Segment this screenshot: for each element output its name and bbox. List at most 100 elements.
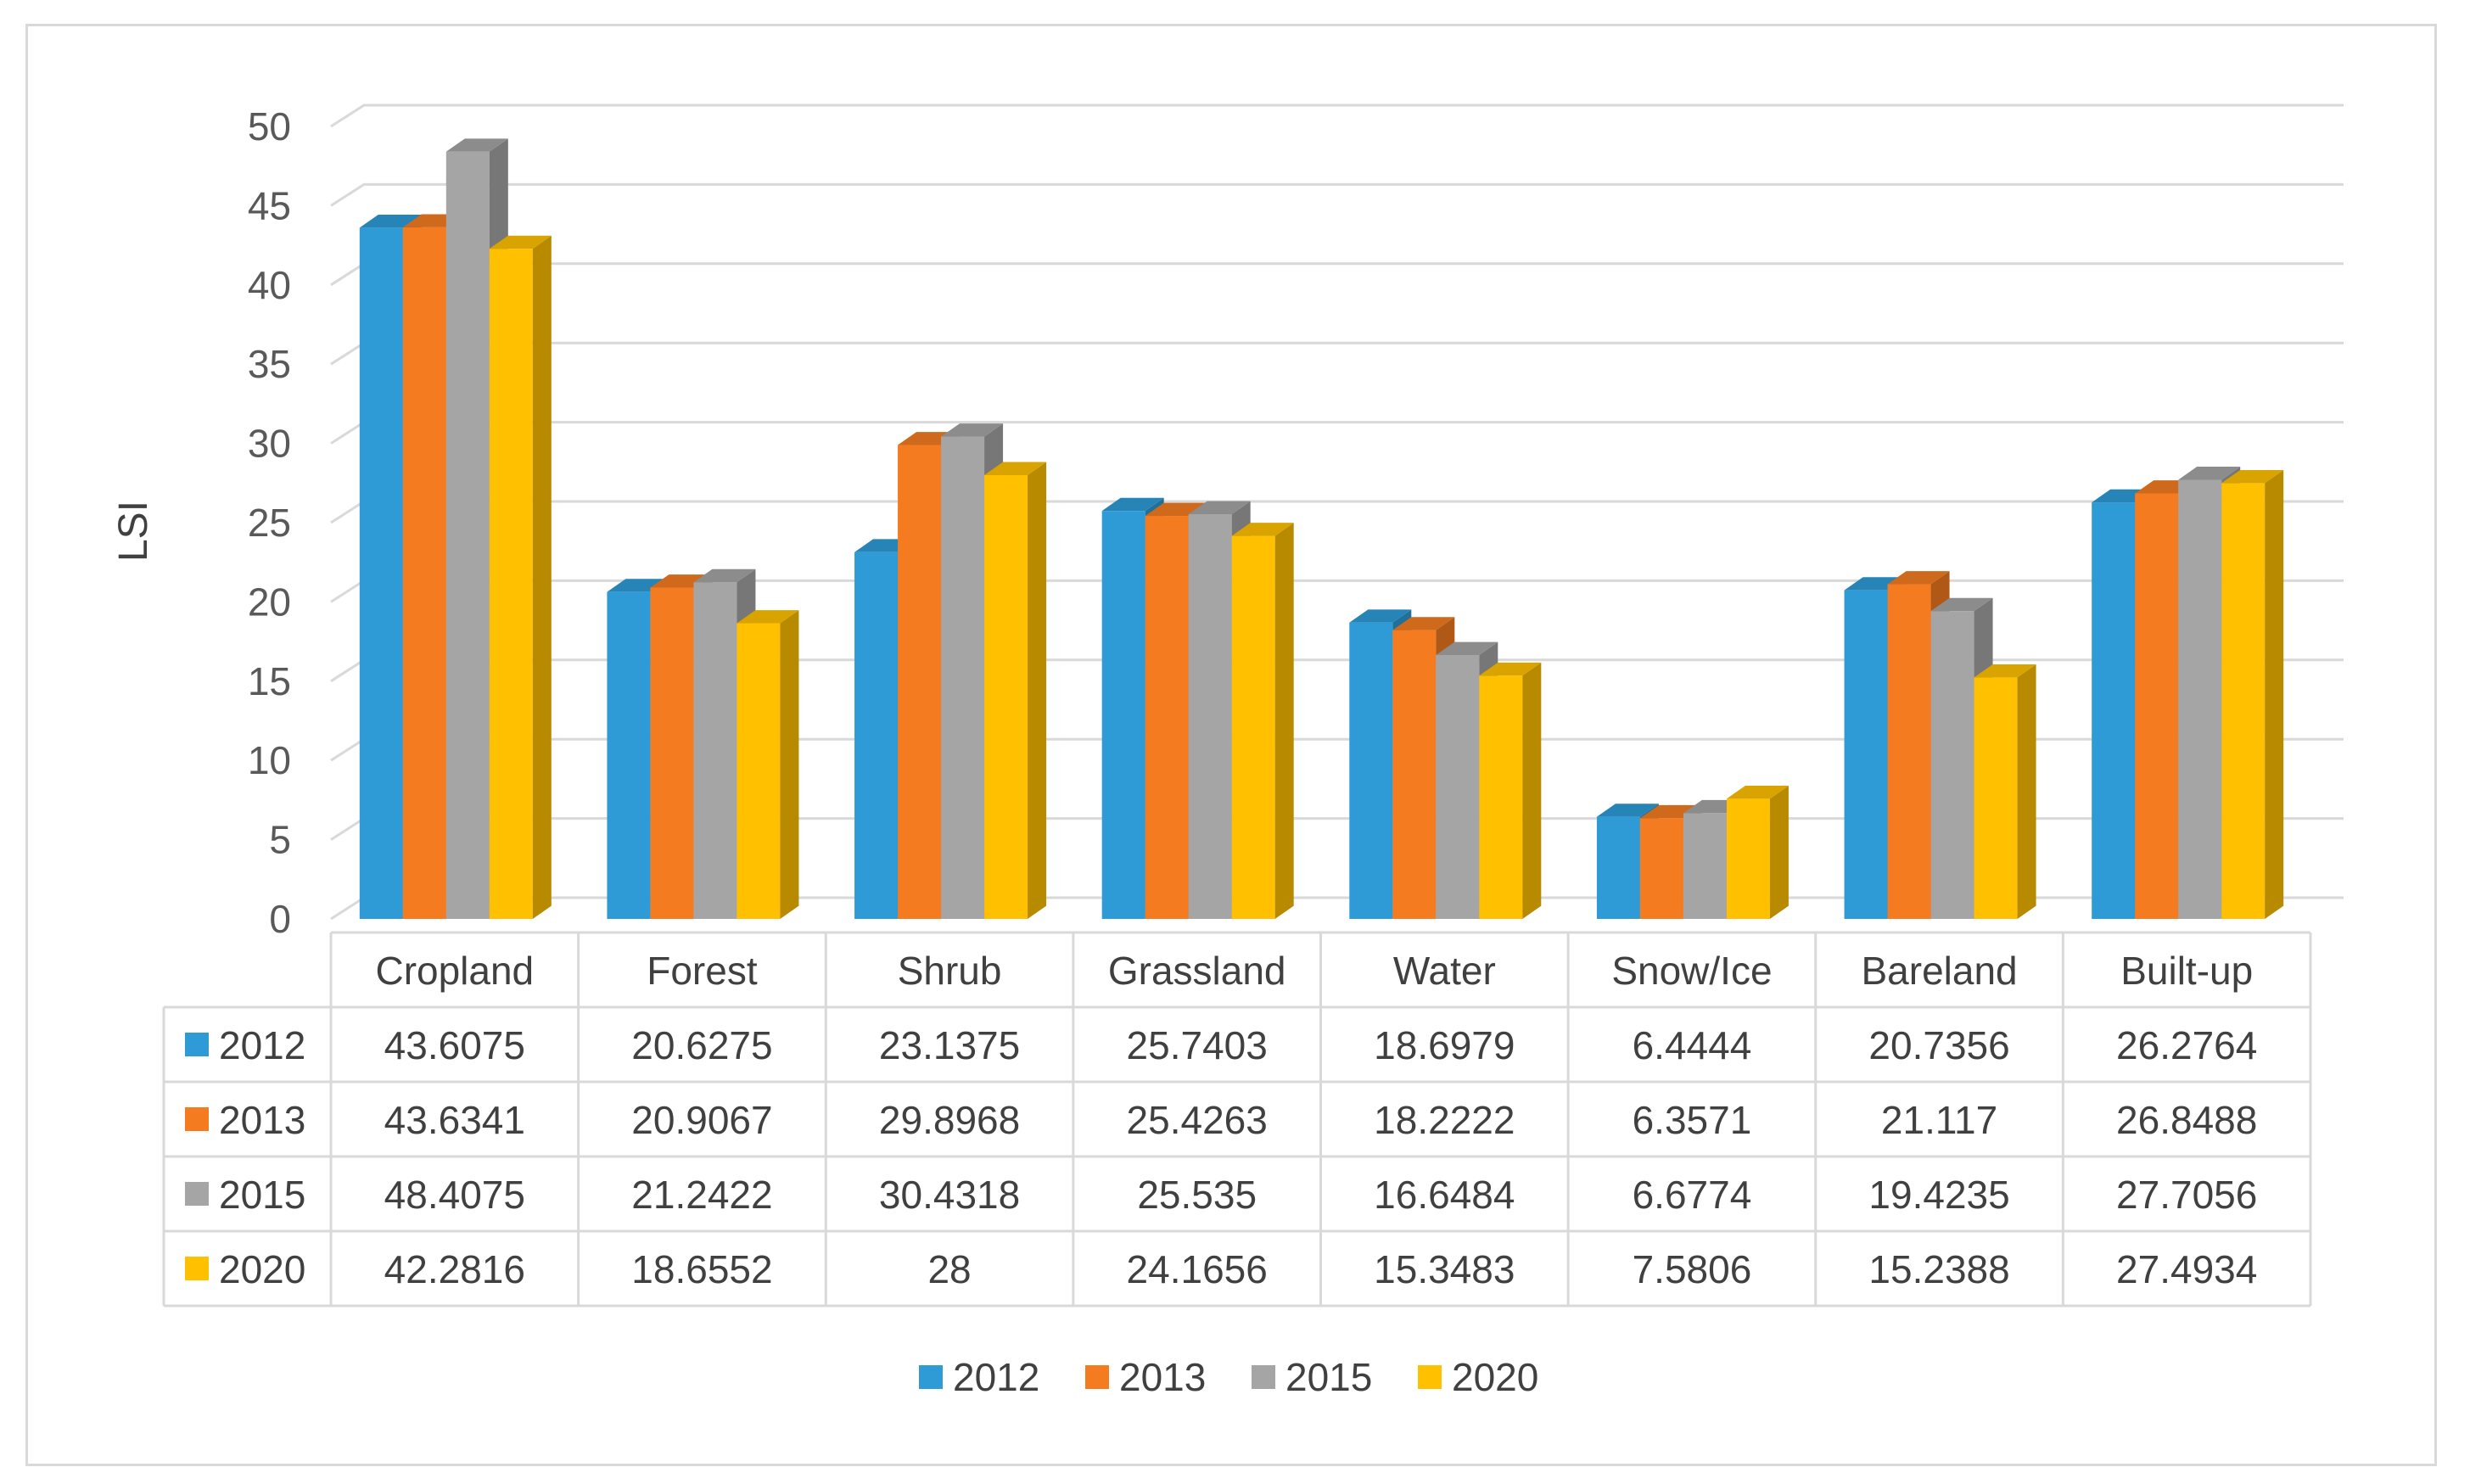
bar-top <box>1479 662 1542 676</box>
bar-front <box>1726 798 1770 919</box>
table-cell-value: 23.1375 <box>879 1023 1020 1067</box>
table-series-name: 2012 <box>219 1023 305 1067</box>
legend-label: 2020 <box>1452 1355 1538 1399</box>
legend-label: 2015 <box>1285 1355 1372 1399</box>
category-label: Shrub <box>898 949 1002 993</box>
bar-front <box>1974 677 2018 919</box>
y-tick-label: 20 <box>248 580 291 624</box>
category-label: Snow/Ice <box>1611 949 1772 993</box>
bar-front <box>1844 590 1888 919</box>
y-tick-label: 25 <box>248 501 291 545</box>
gridline <box>330 104 2344 128</box>
bar-front <box>1436 655 1480 919</box>
bar-front <box>737 623 781 919</box>
legend-key <box>1085 1365 1109 1389</box>
table-cell-value: 18.2222 <box>1374 1098 1515 1142</box>
bar-front <box>2221 483 2266 919</box>
lsi-bar-chart: 0 5 10 15 20 25 30 35 40 45 50 LSI Cropland Forest Sh… <box>111 104 2344 1399</box>
legend-key <box>919 1365 943 1389</box>
bar-front <box>359 227 403 920</box>
table-cell-value: 7.5806 <box>1633 1247 1752 1291</box>
bar-side <box>780 610 799 919</box>
table-cell-value: 26.2764 <box>2116 1023 2257 1067</box>
bar-front <box>1349 622 1393 919</box>
table-cell-value: 18.6552 <box>631 1247 772 1291</box>
table-cell-value: 20.7356 <box>1868 1023 2009 1067</box>
bar-front <box>1392 630 1437 919</box>
y-tick-label: 5 <box>269 818 291 862</box>
bar-top <box>1188 501 1251 515</box>
data-table: Cropland Forest Shrub Grassland Water Snow/Ic… <box>162 931 2312 1308</box>
bar-front <box>650 587 694 919</box>
legend: 2012 2013 2015 2020 <box>919 1355 1538 1399</box>
bar-front <box>1479 675 1523 919</box>
table-cell-value: 18.6979 <box>1374 1023 1515 1067</box>
table-cell-value: 20.9067 <box>631 1098 772 1142</box>
bar-series <box>359 138 2284 920</box>
table-cell-value: 42.2816 <box>384 1247 525 1291</box>
bar-side <box>2017 664 2036 919</box>
bar-front <box>1231 535 1275 919</box>
bar-top <box>1596 804 1659 817</box>
bar-top <box>941 423 1004 437</box>
y-tick-label: 10 <box>248 738 291 782</box>
table-cell-value: 27.4934 <box>2116 1247 2257 1291</box>
chart-frame: 0 5 10 15 20 25 30 35 40 45 50 LSI Cropland Forest Sh… <box>25 24 2437 1466</box>
table-cell-value: 48.4075 <box>384 1173 525 1217</box>
y-tick-label: 30 <box>248 422 291 466</box>
table-cell-value: 19.4235 <box>1868 1173 2009 1217</box>
table-legend-key <box>185 1257 209 1280</box>
table-cell-value: 27.7056 <box>2116 1173 2257 1217</box>
table-legend-key <box>185 1107 209 1131</box>
table-cell-value: 6.3571 <box>1633 1098 1752 1142</box>
table-cell-value: 28 <box>927 1247 971 1291</box>
bar-top <box>693 568 756 583</box>
table-series-name: 2020 <box>219 1247 305 1291</box>
bar-top <box>1726 785 1789 799</box>
bar-front <box>1639 818 1683 919</box>
bar-side <box>1769 785 1789 919</box>
y-tick-label: 0 <box>269 897 291 941</box>
table-cell-value: 21.2422 <box>631 1173 772 1217</box>
table-cell-value: 24.1656 <box>1127 1247 1268 1291</box>
bar-side <box>1028 462 1047 919</box>
legend-key <box>1418 1365 1442 1389</box>
table-cell-value: 43.6075 <box>384 1023 525 1067</box>
bar-front <box>489 249 533 920</box>
table-cell-value: 25.4263 <box>1127 1098 1268 1142</box>
bar-front <box>1145 516 1189 919</box>
gridline <box>330 341 2344 366</box>
bar-top <box>489 235 552 249</box>
bar-top <box>1231 523 1294 536</box>
bar-top <box>1887 571 1950 585</box>
table-cell-value: 29.8968 <box>879 1098 1020 1142</box>
bar-top <box>1974 664 2036 678</box>
bar-front <box>1596 816 1640 919</box>
bar-top <box>1930 597 1993 612</box>
table-legend-key <box>185 1033 209 1056</box>
bar-top <box>359 215 422 228</box>
bar-front <box>854 552 899 919</box>
bar-front <box>898 445 942 919</box>
category-label: Bareland <box>1861 949 2017 993</box>
table-cell-value: 20.6275 <box>631 1023 772 1067</box>
bar-front <box>984 474 1028 919</box>
category-label: Cropland <box>375 949 534 993</box>
gridline <box>330 182 2344 207</box>
legend-label: 2013 <box>1119 1355 1206 1399</box>
category-label: Built-up <box>2120 949 2253 993</box>
bar-front <box>402 227 446 919</box>
table-series-name: 2015 <box>219 1173 305 1217</box>
bar-front <box>1930 611 1974 919</box>
bar-top <box>1392 617 1455 630</box>
bar-front <box>607 591 651 919</box>
legend-label: 2012 <box>953 1355 1039 1399</box>
table-cell-value: 30.4318 <box>879 1173 1020 1217</box>
table-series-name: 2013 <box>219 1098 305 1142</box>
table-cell-value: 25.7403 <box>1127 1023 1268 1067</box>
y-axis: 0 5 10 15 20 25 30 35 40 45 50 LSI <box>111 104 291 941</box>
bar-front <box>1101 511 1145 919</box>
bar-front <box>445 151 490 919</box>
bar-front <box>1887 584 1931 919</box>
bar-top <box>445 138 508 152</box>
